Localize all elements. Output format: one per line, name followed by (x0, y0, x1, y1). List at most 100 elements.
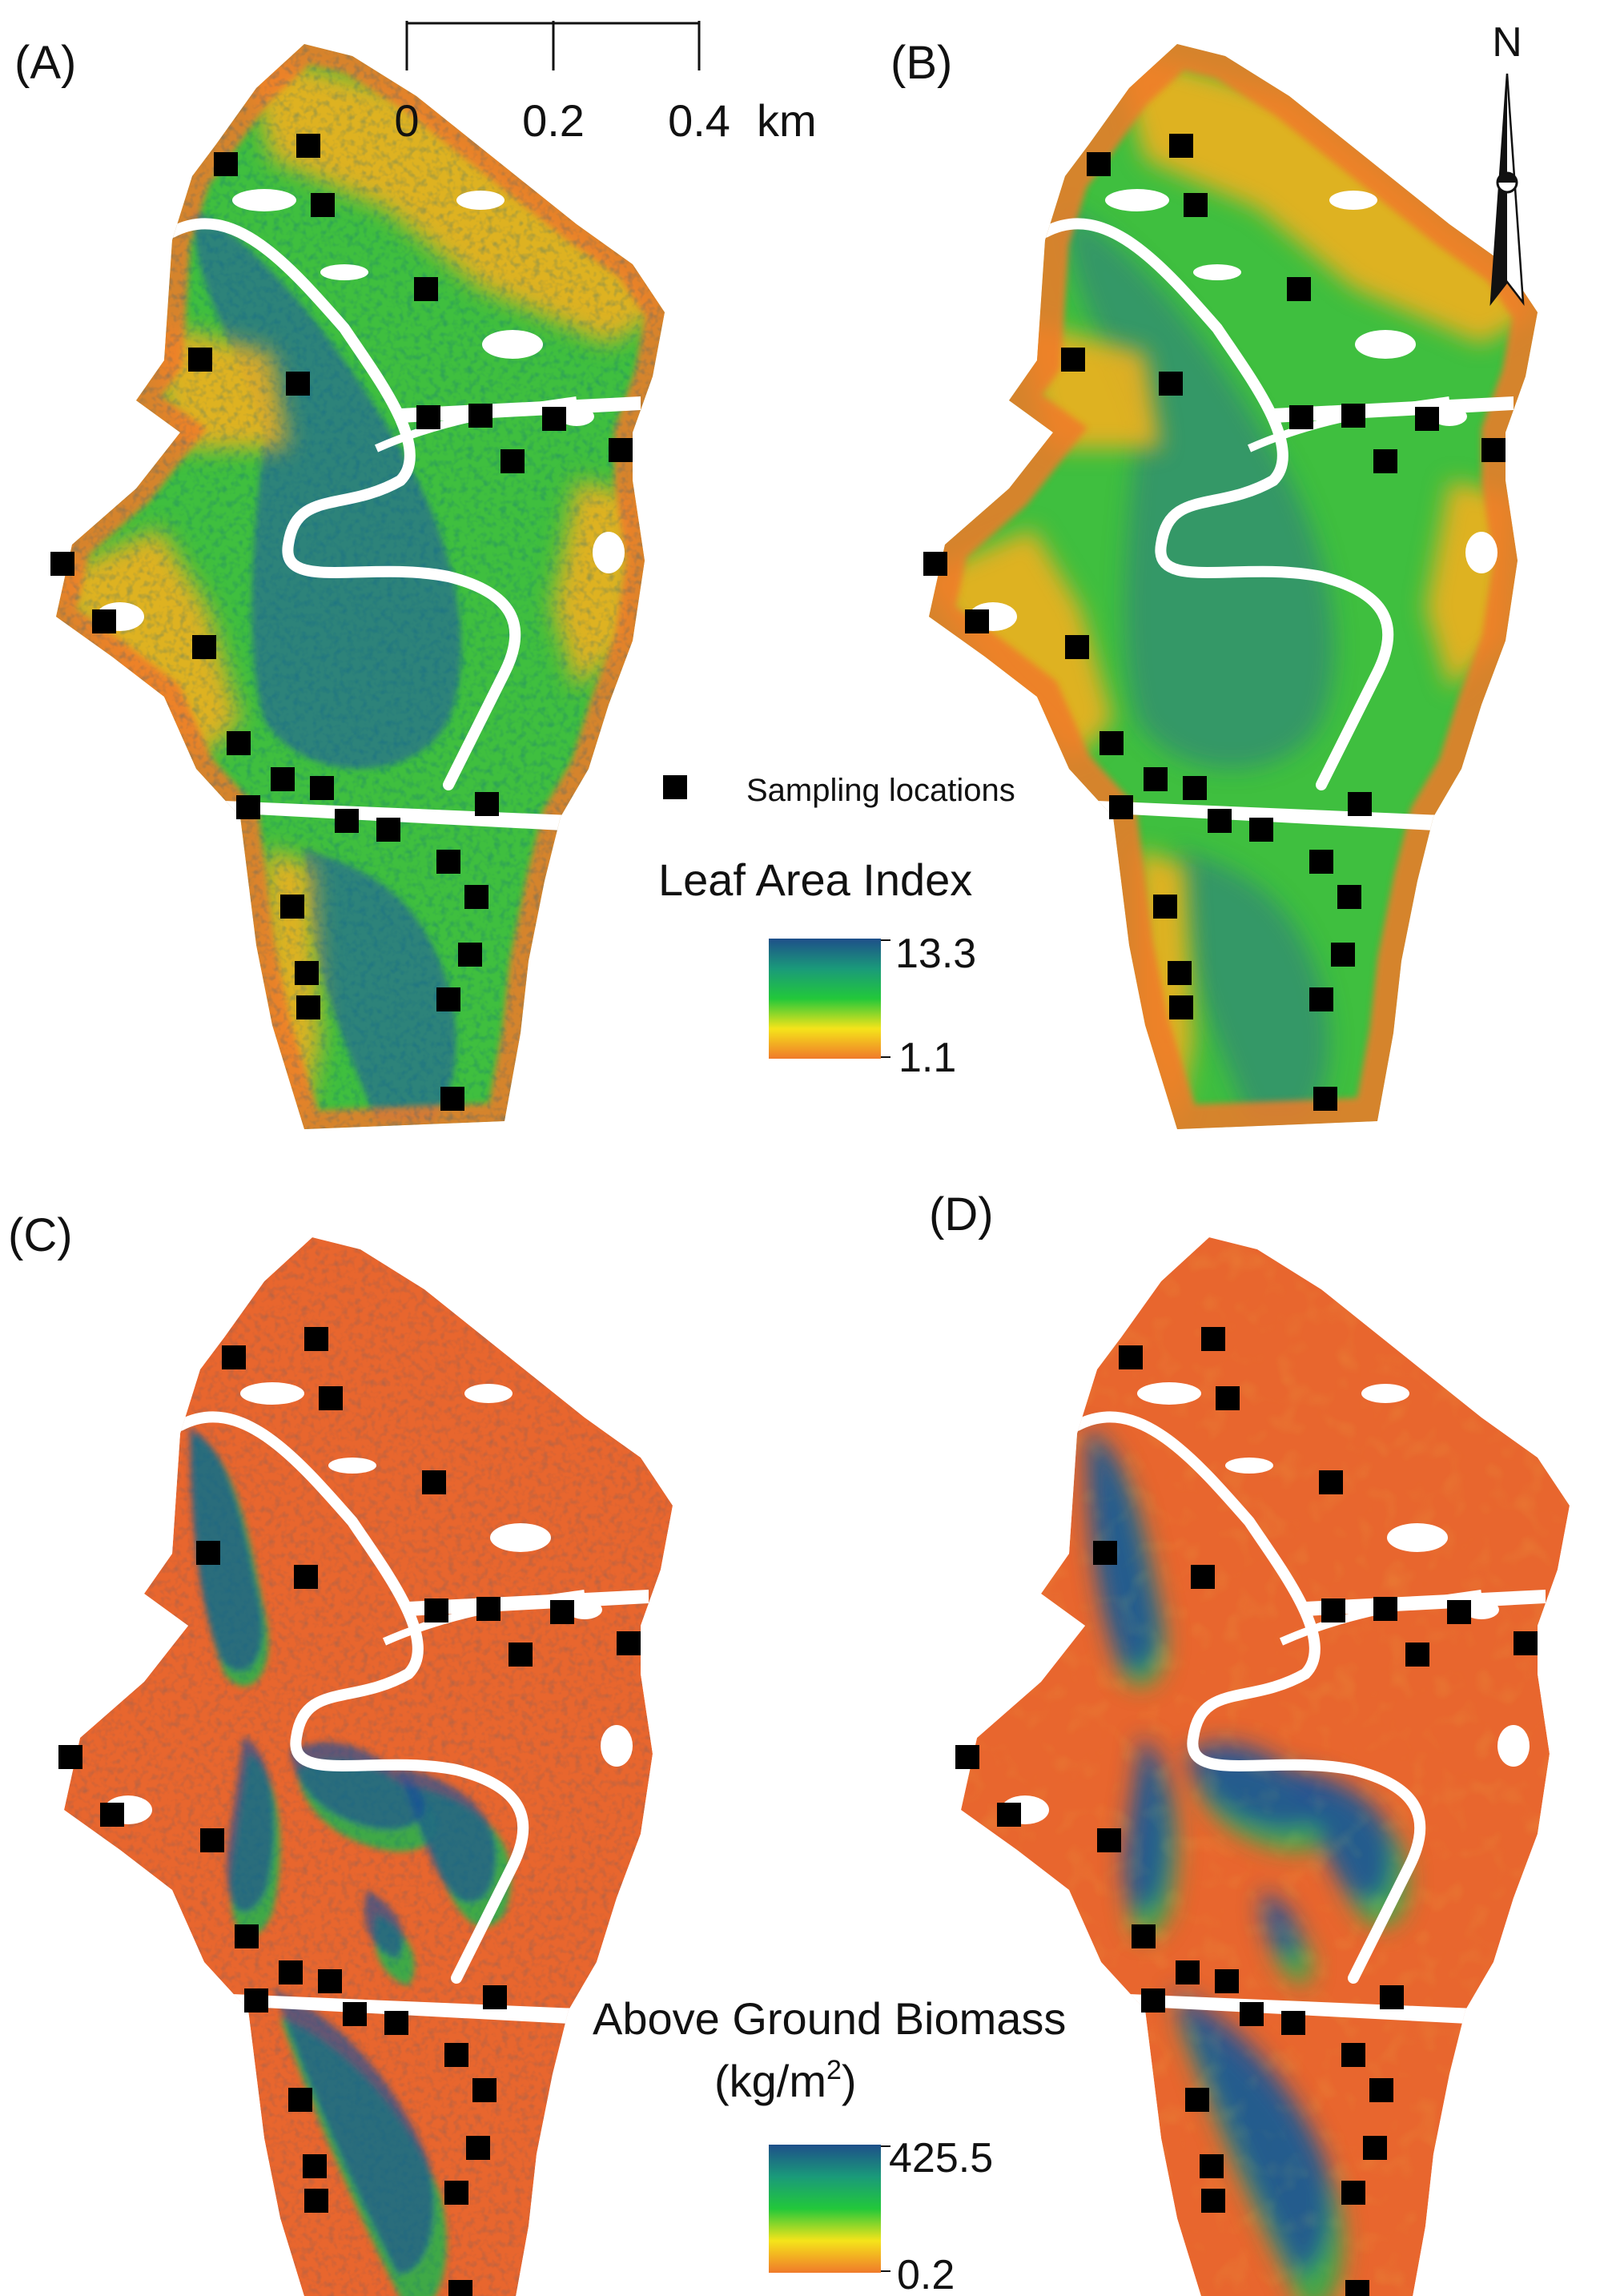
sampling-location-marker (192, 635, 216, 659)
sampling-location-marker (335, 809, 359, 833)
sampling-location-marker (422, 1470, 446, 1494)
sampling-location-marker (1281, 2011, 1305, 2035)
sampling-legend-label: Sampling locations (746, 773, 1015, 808)
sampling-location-marker (500, 449, 525, 473)
sampling-location-marker (1169, 995, 1193, 1019)
sampling-location-marker (304, 1327, 328, 1351)
sampling-location-marker (440, 1087, 464, 1111)
sampling-location-marker (1191, 1565, 1215, 1589)
agb-max-label: 425.5 (889, 2135, 993, 2181)
sampling-location-marker (319, 1386, 343, 1410)
sampling-markers (955, 1327, 1538, 2296)
agb-unit-prefix: (kg/m (714, 2056, 826, 2106)
sampling-location-marker (376, 818, 400, 842)
sampling-location-marker (1514, 1631, 1538, 1655)
scale-unit: km (757, 95, 817, 146)
sampling-location-marker (955, 1745, 979, 1769)
lai-max-label: 13.3 (895, 931, 976, 977)
sampling-location-marker (236, 795, 260, 819)
panel-label: (C) (8, 1209, 73, 1261)
sampling-location-marker (271, 767, 295, 791)
panel-label: (A) (14, 37, 76, 89)
sampling-location-marker (1289, 405, 1313, 429)
lai-color-ramp (769, 939, 881, 1059)
sampling-markers (50, 134, 633, 1111)
sampling-location-marker (1183, 776, 1207, 800)
sampling-location-marker (997, 1803, 1021, 1827)
north-arrow: N (1489, 19, 1525, 307)
sampling-location-marker (1373, 449, 1397, 473)
sampling-location-marker (424, 1598, 448, 1622)
map-panel-c (58, 1237, 673, 2296)
sampling-location-marker (1345, 2280, 1369, 2296)
sampling-location-marker (472, 2078, 496, 2102)
panel-label: (D) (929, 1188, 994, 1240)
agb-unit-sup: 2 (826, 2055, 842, 2085)
sampling-location-marker (476, 1597, 500, 1621)
sampling-location-marker (1208, 809, 1232, 833)
sampling-location-marker (1144, 767, 1168, 791)
sampling-location-marker (448, 2280, 472, 2296)
agb-unit-suffix: ) (842, 2056, 857, 2106)
sampling-legend: Sampling locations (663, 773, 1015, 808)
sampling-location-marker (1099, 731, 1124, 755)
sampling-location-marker (1159, 372, 1183, 396)
sampling-location-marker (280, 895, 304, 919)
sampling-location-marker (1185, 2088, 1209, 2112)
sampling-location-marker (466, 2136, 490, 2160)
lai-legend-title: Leaf Area Index (658, 854, 972, 905)
agb-legend: Above Ground Biomass (kg/m2) 425.5 0.2 (593, 1993, 1066, 2296)
sampling-location-marker (1319, 1470, 1343, 1494)
sampling-location-marker (294, 1565, 318, 1589)
sampling-location-marker (1313, 1087, 1337, 1111)
sampling-location-marker (923, 552, 947, 576)
sampling-location-marker (311, 193, 335, 217)
scale-tick-0: 0 (394, 95, 419, 146)
sampling-markers (58, 1327, 641, 2296)
sampling-location-marker (92, 609, 116, 633)
sampling-location-marker (1481, 438, 1506, 462)
map-panel-d (955, 1237, 1570, 2296)
sampling-location-marker (1201, 1327, 1225, 1351)
sampling-location-marker (1109, 795, 1133, 819)
sampling-location-marker (1309, 850, 1333, 874)
sampling-location-marker (295, 961, 319, 985)
agb-color-ramp (769, 2145, 881, 2273)
sampling-location-marker (1119, 1345, 1143, 1369)
agb-legend-title: Above Ground Biomass (593, 1993, 1066, 2044)
sampling-location-marker (464, 885, 488, 909)
sampling-location-marker (222, 1345, 246, 1369)
sampling-location-marker (1087, 152, 1111, 176)
map-panel-b (923, 44, 1538, 1129)
sampling-location-marker (1337, 885, 1361, 909)
sampling-location-marker (286, 372, 310, 396)
sampling-location-marker (1240, 2002, 1264, 2026)
sampling-location-marker (1169, 134, 1193, 158)
sampling-location-marker (1369, 2078, 1393, 2102)
lai-min-label: 1.1 (898, 1035, 956, 1081)
sampling-location-marker (1341, 2043, 1365, 2067)
sampling-location-marker (1331, 943, 1355, 967)
sampling-location-marker (1415, 407, 1439, 431)
sampling-location-marker (288, 2088, 312, 2112)
sampling-location-marker (458, 943, 482, 967)
sampling-location-marker (1309, 987, 1333, 1011)
sampling-location-marker (1373, 1597, 1397, 1621)
sampling-location-marker (444, 2181, 468, 2205)
lai-legend: Leaf Area Index 13.3 1.1 (658, 854, 976, 1081)
sampling-location-marker (227, 731, 251, 755)
sampling-location-marker (617, 1631, 641, 1655)
sampling-location-marker (188, 348, 212, 372)
sampling-location-marker (318, 1969, 342, 1993)
sampling-location-marker (1153, 895, 1177, 919)
sampling-location-marker (384, 2011, 408, 2035)
sampling-location-marker (235, 1924, 259, 1948)
sampling-location-marker (414, 277, 438, 301)
sampling-location-marker (303, 2154, 327, 2178)
sampling-location-marker (244, 1988, 268, 2013)
sampling-location-marker (1341, 2181, 1365, 2205)
sampling-location-marker (50, 552, 74, 576)
sampling-location-marker (550, 1600, 574, 1624)
sampling-location-marker (1184, 193, 1208, 217)
